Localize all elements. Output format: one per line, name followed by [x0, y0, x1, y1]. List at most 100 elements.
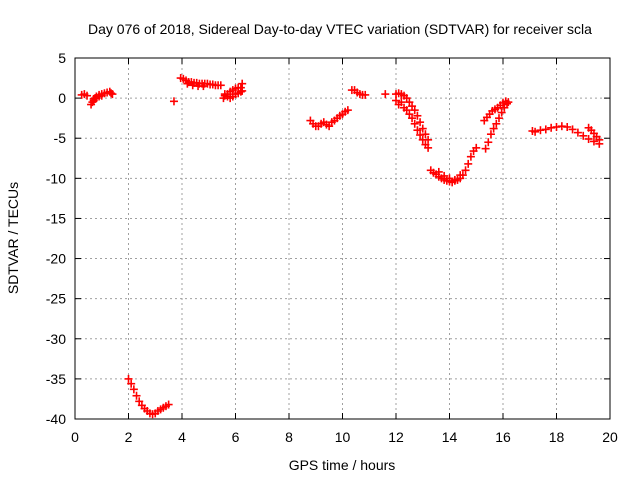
data-point — [456, 171, 465, 180]
data-point — [563, 122, 572, 131]
data-point — [472, 143, 481, 152]
data-point — [325, 122, 334, 131]
data-point — [494, 114, 503, 123]
data-point — [531, 127, 540, 136]
data-point — [589, 137, 598, 146]
data-point — [568, 125, 577, 134]
x-axis: 0 2 4 6 8 10 12 14 16 18 20 — [71, 58, 618, 445]
data-point — [83, 91, 92, 100]
data-point — [405, 110, 414, 119]
data-point — [405, 98, 414, 107]
grid — [75, 58, 610, 419]
data-point — [107, 89, 116, 98]
data-point — [238, 86, 247, 95]
x-tick-label: 6 — [232, 429, 240, 445]
y-tick-label: -35 — [46, 371, 66, 387]
data-point — [402, 94, 411, 103]
y-tick-label: 5 — [58, 50, 66, 66]
data-point — [188, 81, 197, 90]
data-point — [169, 97, 178, 106]
y-axis: 5 0 -5 -10 -15 -20 -25 -30 -35 -40 — [46, 50, 610, 427]
y-axis-label: SDTVAR / TECUs — [5, 182, 21, 294]
data-point — [595, 135, 604, 144]
x-tick-label: 2 — [125, 429, 133, 445]
data-point — [424, 143, 433, 152]
data-point — [573, 128, 582, 137]
y-tick-label: 0 — [58, 90, 66, 106]
data-point — [464, 159, 473, 168]
data-point — [489, 124, 498, 133]
data-point — [408, 102, 417, 111]
data-point — [410, 119, 419, 128]
data-point — [418, 135, 427, 144]
data-point — [418, 124, 427, 133]
data-point — [547, 123, 556, 132]
data-point — [492, 119, 501, 128]
y-tick-label: -5 — [54, 130, 67, 146]
data-point — [416, 118, 425, 127]
x-tick-label: 20 — [602, 429, 618, 445]
chart-title: Day 076 of 2018, Sidereal Day-to-day VTE… — [88, 21, 592, 37]
data-point — [445, 174, 454, 183]
data-point — [108, 90, 117, 99]
data-point — [413, 126, 422, 135]
data-point — [97, 91, 106, 100]
data-point — [410, 106, 419, 115]
data-point — [199, 82, 208, 91]
x-tick-label: 0 — [71, 429, 79, 445]
x-tick-label: 10 — [335, 429, 351, 445]
data-point — [584, 135, 593, 144]
data-point — [552, 122, 561, 131]
data-point — [127, 379, 136, 388]
y-tick-label: -40 — [46, 411, 66, 427]
data-point — [238, 79, 247, 88]
x-tick-label: 14 — [442, 429, 458, 445]
x-tick-label: 12 — [388, 429, 404, 445]
data-point — [450, 175, 459, 184]
data-point — [183, 79, 192, 88]
data-point — [408, 114, 417, 123]
data-point — [135, 397, 144, 406]
data-points — [77, 74, 604, 419]
y-tick-label: -10 — [46, 170, 66, 186]
x-tick-label: 18 — [549, 429, 565, 445]
data-point — [484, 138, 493, 147]
data-point — [500, 103, 509, 112]
x-tick-label: 4 — [178, 429, 186, 445]
y-tick-label: -15 — [46, 210, 66, 226]
data-point — [486, 130, 495, 139]
data-point — [541, 125, 550, 134]
data-point — [397, 98, 406, 107]
x-axis-label: GPS time / hours — [289, 457, 396, 473]
data-point — [434, 167, 443, 176]
x-tick-label: 16 — [495, 429, 511, 445]
data-point — [164, 400, 173, 409]
data-point — [381, 90, 390, 99]
data-point — [361, 90, 370, 99]
data-point — [501, 97, 510, 106]
data-point — [481, 144, 490, 153]
data-point — [461, 166, 470, 175]
data-point — [124, 374, 133, 383]
data-point — [236, 87, 245, 96]
data-point — [413, 111, 422, 120]
y-tick-label: -30 — [46, 331, 66, 347]
x-tick-label: 8 — [285, 429, 293, 445]
y-tick-label: -20 — [46, 251, 66, 267]
data-point — [497, 108, 506, 117]
data-point — [440, 171, 449, 180]
data-point — [343, 106, 352, 115]
data-point — [579, 131, 588, 140]
data-point — [466, 152, 475, 161]
data-point — [216, 81, 225, 90]
data-point — [557, 122, 566, 131]
data-point — [129, 385, 138, 394]
data-point — [416, 131, 425, 140]
data-point — [402, 106, 411, 115]
data-point — [421, 130, 430, 139]
data-point — [132, 391, 141, 400]
data-point — [536, 126, 545, 135]
y-tick-label: -25 — [46, 291, 66, 307]
